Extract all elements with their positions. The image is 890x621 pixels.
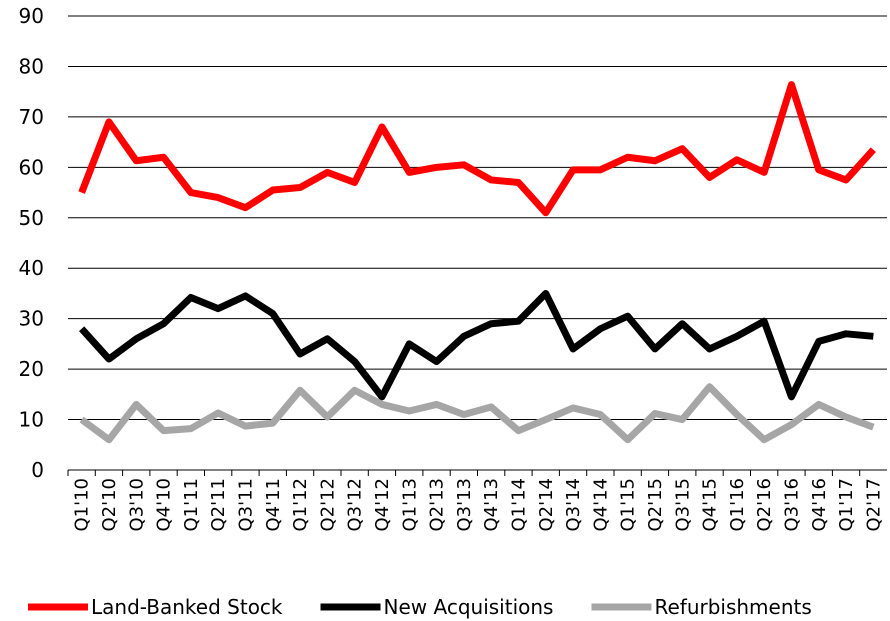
x-tick-label: Q2'17 — [863, 478, 884, 531]
y-tick-label: 30 — [19, 307, 44, 331]
y-tick-label: 70 — [19, 105, 44, 129]
x-tick-label: Q4'15 — [700, 478, 721, 531]
x-tick-label: Q2'13 — [427, 478, 448, 531]
x-tick-label: Q2'14 — [536, 478, 557, 531]
y-tick-label: 40 — [19, 256, 44, 280]
y-tick-label: 60 — [19, 155, 44, 179]
series-line — [79, 289, 874, 401]
x-tick-label: Q3'13 — [454, 478, 475, 531]
x-tick-label: Q4'14 — [590, 478, 611, 531]
x-tick-label: Q2'15 — [645, 478, 666, 531]
series-line — [78, 81, 876, 217]
series-line — [79, 383, 875, 444]
x-tick-label: Q3'11 — [235, 478, 256, 531]
x-tick-label: Q1'13 — [399, 478, 420, 531]
x-tick-label: Q4'16 — [809, 478, 830, 531]
x-tick-label: Q4'11 — [263, 478, 284, 531]
x-tick-label: Q1'14 — [508, 478, 529, 531]
y-tick-label: 10 — [19, 408, 44, 432]
x-tick-label: Q3'10 — [126, 478, 147, 531]
x-tick-label: Q2'10 — [99, 478, 120, 531]
x-tick-label: Q1'11 — [181, 478, 202, 531]
x-tick-label: Q3'15 — [672, 478, 693, 531]
legend-label: Land-Banked Stock — [91, 595, 283, 619]
x-tick-label: Q3'16 — [781, 478, 802, 531]
x-tick-label: Q1'12 — [290, 478, 311, 531]
legend-label: New Acquisitions — [384, 595, 554, 619]
x-tick-label: Q1'16 — [727, 478, 748, 531]
x-tick-label: Q3'12 — [345, 478, 366, 531]
legend-label: Refurbishments — [654, 595, 811, 619]
y-tick-label: 0 — [31, 458, 44, 482]
x-tick-label: Q1'17 — [836, 478, 857, 531]
y-tick-label: 50 — [19, 206, 44, 230]
x-tick-label: Q1'15 — [618, 478, 639, 531]
x-tick-label: Q1'10 — [72, 478, 93, 531]
y-tick-label: 90 — [19, 4, 44, 28]
x-tick-label: Q4'12 — [372, 478, 393, 531]
x-tick-label: Q4'10 — [154, 478, 175, 531]
y-tick-label: 80 — [19, 54, 44, 78]
x-tick-label: Q2'12 — [317, 478, 338, 531]
x-tick-label: Q3'14 — [563, 478, 584, 531]
y-tick-label: 20 — [19, 357, 44, 381]
x-tick-label: Q4'13 — [481, 478, 502, 531]
x-tick-label: Q2'16 — [754, 478, 775, 531]
x-tick-label: Q2'11 — [208, 478, 229, 531]
